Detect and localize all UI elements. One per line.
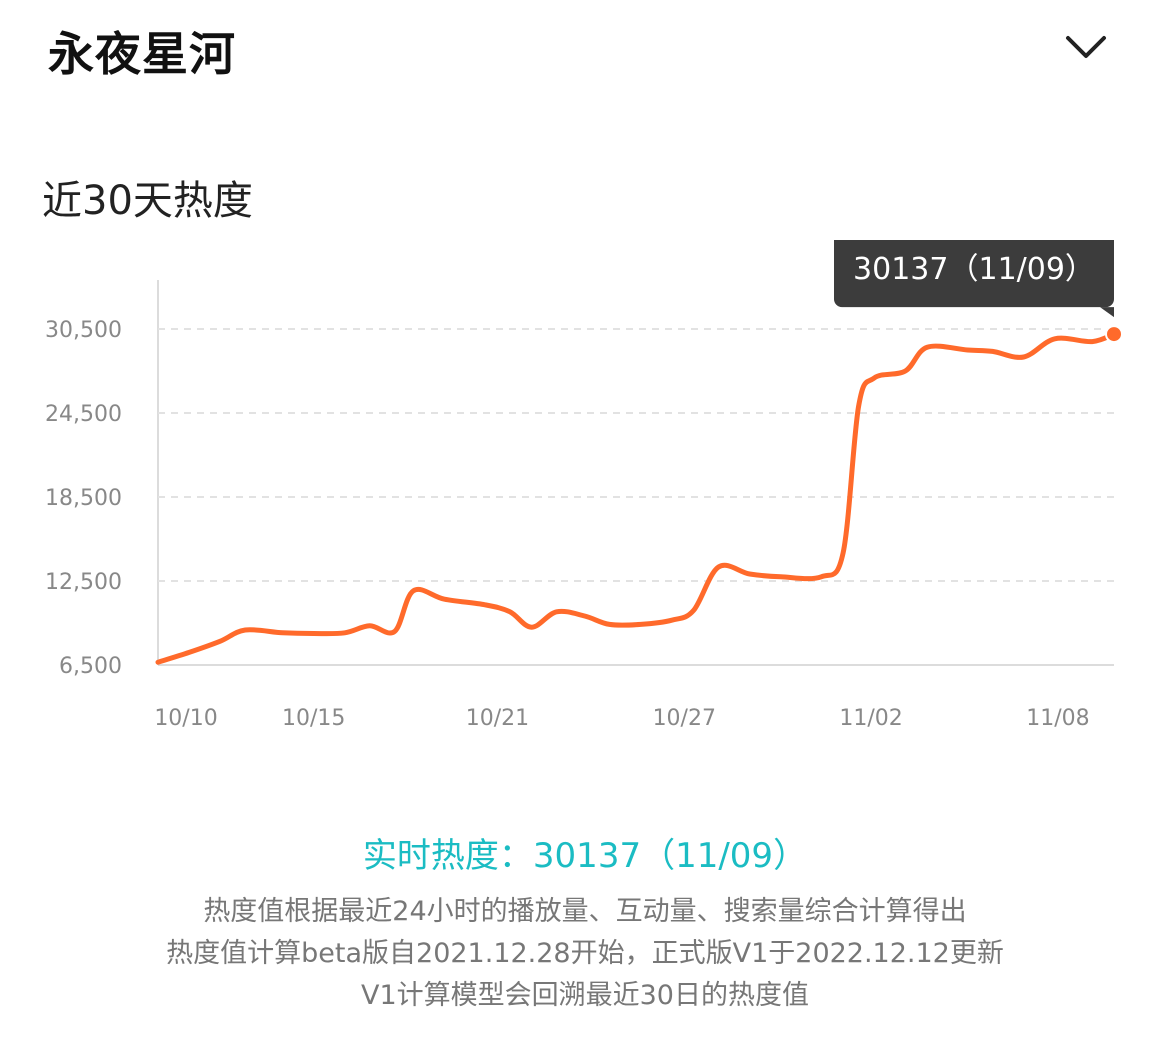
- page-title: 永夜星河: [48, 27, 236, 81]
- y-tick-label: 30,500: [45, 318, 122, 343]
- last-point-marker: [1105, 325, 1123, 344]
- footer: 实时热度：30137（11/09） 热度值根据最近24小时的播放量、互动量、搜索…: [0, 828, 1170, 1017]
- header: 永夜星河: [0, 0, 1170, 100]
- note-line-1: 热度值根据最近24小时的播放量、互动量、搜索量综合计算得出: [203, 896, 967, 927]
- x-tick-label: 10/15: [282, 706, 345, 731]
- realtime-heat-label: 实时热度：30137（11/09）: [362, 836, 808, 876]
- tooltip-text: 30137（11/09）: [853, 252, 1095, 287]
- note-line-2: 热度值计算beta版自2021.12.28开始，正式版V1于2022.12.12…: [166, 938, 1004, 969]
- x-tick-label: 10/21: [466, 706, 529, 731]
- series-line: [155, 331, 1117, 665]
- y-tick-label: 18,500: [45, 486, 122, 511]
- tooltip-box: [834, 240, 1114, 308]
- section-subtitle: 近30天热度: [42, 178, 253, 224]
- x-tick-label: 11/02: [839, 706, 902, 731]
- chevron-down-icon[interactable]: [1062, 30, 1110, 66]
- x-tick-label: 10/10: [154, 706, 217, 731]
- y-tick-label: 24,500: [45, 402, 122, 427]
- y-tick-label: 6,500: [59, 654, 122, 679]
- heat-line-chart: 6,500 12,500 18,500 24,500 30,500 10/10 10/15 1…: [45, 240, 1123, 731]
- note-line-3: V1计算模型会回溯最近30日的热度值: [360, 980, 809, 1011]
- y-tick-label: 12,500: [45, 570, 122, 595]
- x-tick-label: 10/27: [653, 706, 716, 731]
- tooltip-pointer: [1100, 307, 1114, 318]
- x-tick-label: 11/08: [1026, 706, 1089, 731]
